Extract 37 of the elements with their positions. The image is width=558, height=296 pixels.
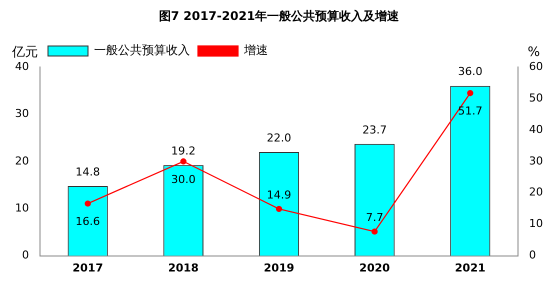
y-tick-label: 40 (14, 60, 29, 73)
y2-tick-label: 50 (529, 91, 544, 104)
y2-tick-label: 10 (529, 217, 544, 230)
point (372, 228, 378, 235)
x-tick-label: 2018 (168, 261, 199, 274)
y2-tick-label: 20 (529, 186, 544, 199)
y2-tick-label: 30 (529, 154, 544, 168)
data-label: 22.0 (266, 131, 292, 144)
data-label: 14.9 (266, 188, 292, 202)
data-label: 14.8 (76, 165, 100, 178)
data-label: 16.6 (76, 214, 100, 228)
y2-tick-label: 0 (529, 248, 536, 262)
x-tick-label: 2020 (359, 261, 390, 274)
point (180, 158, 186, 164)
chart-title: 图7 2017-2021年一般公共预算收入及增速 (158, 8, 400, 25)
data-label: 19.2 (171, 144, 196, 158)
y-tick-label: 10 (14, 201, 29, 214)
y-axis-title: 亿元 (11, 44, 38, 60)
y-tick-label: 30 (14, 107, 29, 120)
x-tick-label: 2019 (264, 261, 294, 274)
y2-axis-title: % (528, 44, 540, 60)
y-tick-label: 0 (22, 248, 29, 262)
data-label: 51.7 (458, 104, 482, 118)
legend-label: 一般公共预算收入 (94, 43, 190, 58)
data-label: 23.7 (362, 123, 387, 136)
point (276, 206, 282, 212)
y-tick-label: 20 (14, 154, 29, 168)
x-tick-label: 2021 (454, 261, 486, 274)
data-label: 36.0 (458, 65, 482, 78)
x-tick-label: 2017 (72, 261, 104, 274)
point (84, 200, 91, 207)
point (467, 90, 474, 96)
legend-label: 增速 (242, 43, 268, 58)
data-label: 30.0 (171, 172, 196, 186)
data-label: 7.7 (366, 210, 384, 224)
y2-tick-label: 60 (529, 60, 544, 73)
y2-tick-label: 40 (529, 122, 544, 136)
